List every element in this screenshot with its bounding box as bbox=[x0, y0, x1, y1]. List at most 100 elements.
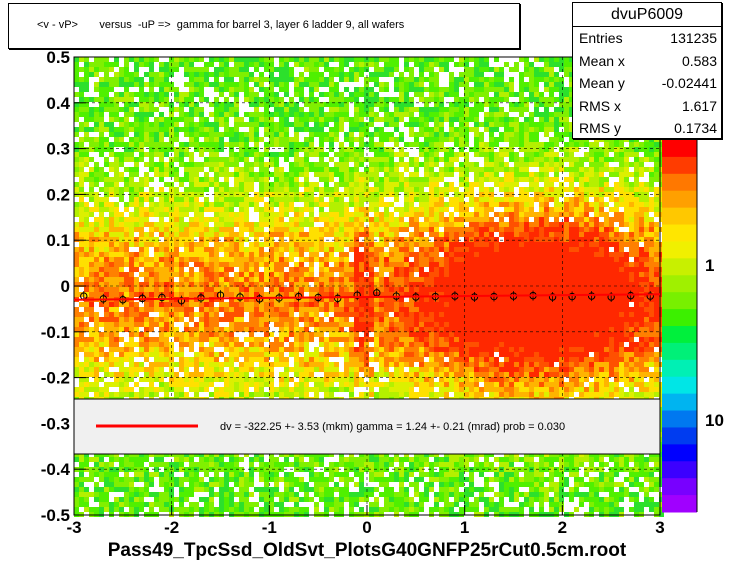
heatmap-cell bbox=[344, 202, 349, 207]
heatmap-cell bbox=[139, 222, 144, 227]
heatmap-cell bbox=[244, 132, 249, 137]
heatmap-cell bbox=[529, 137, 534, 142]
heatmap-cell bbox=[189, 137, 194, 142]
heatmap-cell bbox=[119, 122, 124, 127]
heatmap-cell bbox=[314, 102, 319, 107]
heatmap-cell bbox=[549, 207, 554, 212]
heatmap-cell bbox=[209, 232, 214, 237]
heatmap-cell bbox=[524, 277, 529, 282]
heatmap-cell bbox=[134, 217, 139, 222]
heatmap-cell bbox=[569, 272, 574, 277]
heatmap-cell bbox=[239, 132, 244, 137]
heatmap-cell bbox=[629, 172, 634, 177]
heatmap-cell bbox=[389, 227, 394, 232]
heatmap-cell bbox=[359, 252, 364, 257]
heatmap-cell bbox=[454, 217, 459, 222]
heatmap-cell bbox=[369, 287, 374, 292]
heatmap-cell bbox=[394, 222, 399, 227]
heatmap-cell bbox=[424, 212, 429, 217]
heatmap-cell bbox=[599, 232, 604, 237]
heatmap-cell bbox=[134, 282, 139, 287]
heatmap-cell bbox=[169, 172, 174, 177]
heatmap-cell bbox=[284, 222, 289, 227]
heatmap-cell bbox=[414, 277, 419, 282]
heatmap-cell bbox=[634, 242, 639, 247]
heatmap-cell bbox=[599, 192, 604, 197]
heatmap-cell bbox=[499, 137, 504, 142]
heatmap-cell bbox=[294, 157, 299, 162]
heatmap-cell bbox=[299, 92, 304, 97]
heatmap-cell bbox=[414, 137, 419, 142]
heatmap-cell bbox=[364, 127, 369, 132]
heatmap-cell bbox=[524, 282, 529, 287]
heatmap-cell bbox=[634, 147, 639, 152]
heatmap-cell bbox=[164, 242, 169, 247]
heatmap-cell bbox=[424, 257, 429, 262]
heatmap-cell bbox=[209, 127, 214, 132]
heatmap-cell bbox=[639, 202, 644, 207]
heatmap-cell bbox=[509, 282, 514, 287]
heatmap-cell bbox=[284, 127, 289, 132]
heatmap-cell bbox=[259, 197, 264, 202]
heatmap-cell bbox=[374, 227, 379, 232]
heatmap-cell bbox=[499, 277, 504, 282]
heatmap-cell bbox=[449, 217, 454, 222]
heatmap-cell bbox=[504, 252, 509, 257]
heatmap-cell bbox=[309, 92, 314, 97]
heatmap-cell bbox=[349, 137, 354, 142]
heatmap-cell bbox=[304, 152, 309, 157]
heatmap-cell bbox=[499, 152, 504, 157]
heatmap-cell bbox=[499, 87, 504, 92]
heatmap-cell bbox=[284, 297, 289, 302]
heatmap-cell bbox=[329, 247, 334, 252]
heatmap-cell bbox=[129, 82, 134, 87]
heatmap-cell bbox=[344, 277, 349, 282]
heatmap-cell bbox=[279, 252, 284, 257]
heatmap-cell bbox=[269, 272, 274, 277]
heatmap-cell bbox=[114, 57, 119, 62]
heatmap-cell bbox=[449, 227, 454, 232]
heatmap-cell bbox=[429, 92, 434, 97]
heatmap-cell bbox=[289, 67, 294, 72]
heatmap-cell bbox=[339, 142, 344, 147]
heatmap-cell bbox=[104, 292, 109, 297]
heatmap-cell bbox=[589, 207, 594, 212]
heatmap-cell bbox=[379, 167, 384, 172]
heatmap-cell bbox=[249, 292, 254, 297]
heatmap-cell bbox=[519, 297, 524, 302]
heatmap-cell bbox=[214, 282, 219, 287]
heatmap-cell bbox=[424, 262, 429, 267]
heatmap-cell bbox=[284, 197, 289, 202]
heatmap-cell bbox=[494, 182, 499, 187]
heatmap-cell bbox=[174, 272, 179, 277]
heatmap-cell bbox=[534, 162, 539, 167]
heatmap-cell bbox=[354, 102, 359, 107]
heatmap-cell bbox=[289, 177, 294, 182]
heatmap-cell bbox=[269, 192, 274, 197]
heatmap-cell bbox=[609, 167, 614, 172]
heatmap-cell bbox=[159, 152, 164, 157]
heatmap-cell bbox=[504, 87, 509, 92]
heatmap-cell bbox=[374, 182, 379, 187]
heatmap-cell bbox=[199, 77, 204, 82]
heatmap-cell bbox=[519, 127, 524, 132]
heatmap-cell bbox=[214, 222, 219, 227]
heatmap-cell bbox=[339, 157, 344, 162]
heatmap-cell bbox=[334, 277, 339, 282]
heatmap-cell bbox=[474, 177, 479, 182]
heatmap-cell bbox=[329, 257, 334, 262]
heatmap-cell bbox=[544, 177, 549, 182]
heatmap-cell bbox=[79, 127, 84, 132]
heatmap-cell bbox=[574, 272, 579, 277]
heatmap-cell bbox=[624, 182, 629, 187]
heatmap-cell bbox=[104, 62, 109, 67]
heatmap-cell bbox=[84, 202, 89, 207]
heatmap-cell bbox=[504, 152, 509, 157]
heatmap-cell bbox=[314, 87, 319, 92]
heatmap-cell bbox=[574, 252, 579, 257]
heatmap-cell bbox=[199, 247, 204, 252]
heatmap-cell bbox=[144, 107, 149, 112]
heatmap-cell bbox=[549, 182, 554, 187]
heatmap-cell bbox=[309, 232, 314, 237]
heatmap-cell bbox=[534, 112, 539, 117]
